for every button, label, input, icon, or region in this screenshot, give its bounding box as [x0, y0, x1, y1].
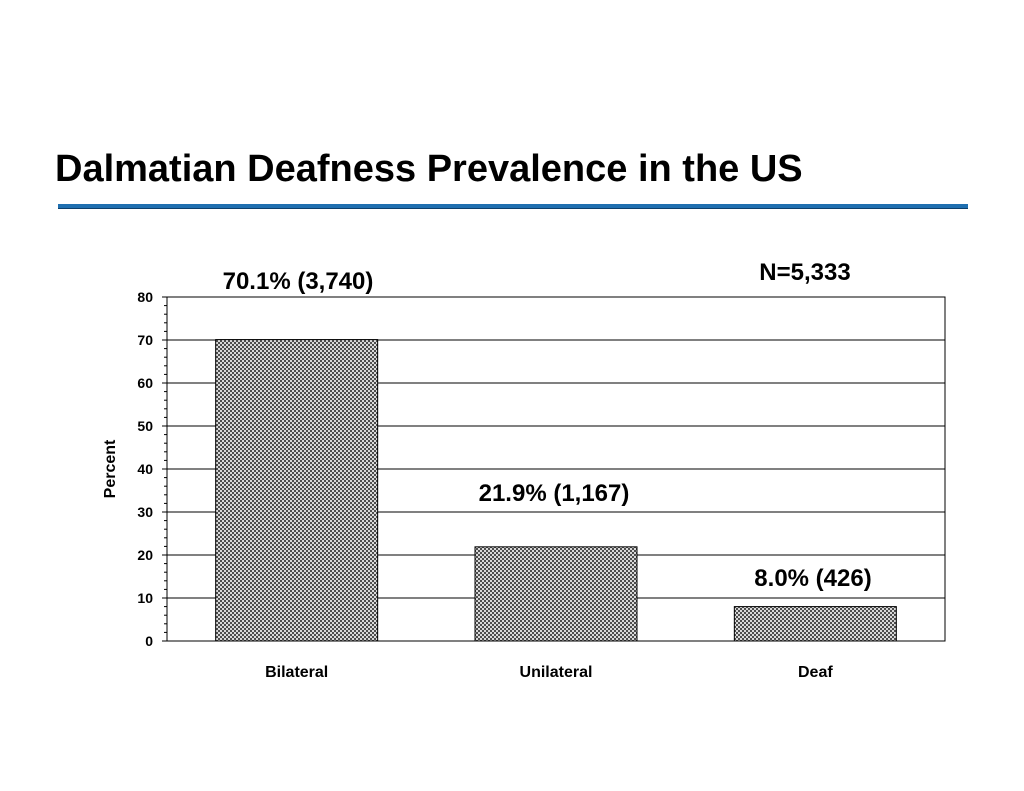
y-axis: 0 10 20 30 40 50 60 70 80 Percent [102, 289, 167, 649]
x-category-label: Deaf [798, 664, 833, 681]
x-category-label: Bilateral [265, 664, 328, 681]
data-label: 8.0% (426) [754, 565, 871, 592]
y-tick-label: 30 [137, 504, 153, 520]
slide-title: Dalmatian Deafness Prevalence in the US [55, 148, 803, 190]
y-tick-label: 60 [137, 375, 153, 391]
data-label: 21.9% (1,167) [479, 480, 630, 507]
bar-deaf [733, 606, 897, 642]
y-tick-label: 20 [137, 547, 153, 563]
y-tick-label: 80 [137, 289, 153, 305]
y-tick-label: 10 [137, 590, 153, 606]
bar-unilateral [474, 546, 638, 642]
data-label: 70.1% (3,740) [223, 268, 374, 295]
x-category-label: Unilateral [520, 664, 593, 681]
bars [215, 339, 897, 642]
y-tick-label: 70 [137, 332, 153, 348]
title-underline [58, 204, 968, 209]
labels: Bilateral 70.1% (3,740) Unilateral 21.9% (1… [223, 259, 872, 681]
y-axis-label: Percent [102, 439, 119, 498]
bar-bilateral [215, 339, 379, 642]
y-tick-label: 50 [137, 418, 153, 434]
y-tick-label: 0 [145, 633, 153, 649]
sample-size-annotation: N=5,333 [759, 259, 850, 286]
y-tick-label: 40 [137, 461, 153, 477]
